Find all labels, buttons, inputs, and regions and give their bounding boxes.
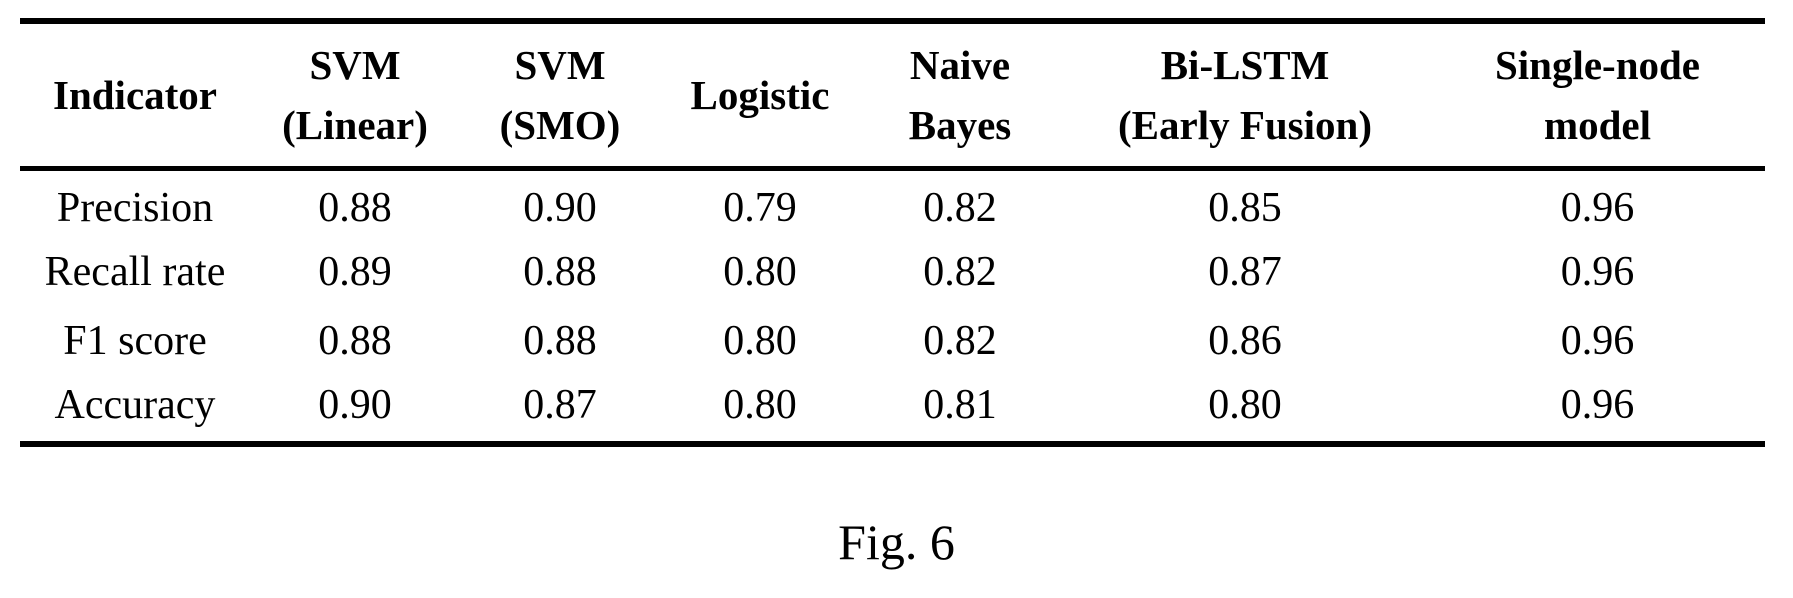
header-naive-bayes-line2: Bayes	[908, 101, 1012, 148]
table-cell: 0.88	[523, 248, 597, 295]
table-cell: 0.81	[923, 382, 997, 428]
header-single-node-line2: model	[1543, 101, 1652, 148]
table-cell: 0.82	[923, 248, 997, 295]
row-label: F1 score	[63, 317, 207, 364]
header-indicator-line1: Indicator	[53, 71, 217, 118]
header-logistic: Logistic	[660, 21, 860, 171]
table-row: Recall rate 0.89 0.88 0.80 0.82 0.87 0.9…	[20, 237, 1765, 306]
table-cell: 0.80	[723, 382, 797, 428]
header-naive-bayes-line1: Naive	[909, 41, 1011, 88]
header-svm-linear: SVM (Linear)	[250, 21, 460, 171]
table-cell: 0.82	[923, 317, 997, 364]
header-svm-smo-line1: SVM	[514, 41, 606, 88]
header-svm-linear-line1: SVM	[309, 41, 401, 88]
header-indicator: Indicator	[20, 21, 250, 171]
table-cell: 0.96	[1560, 317, 1635, 364]
header-logistic-line1: Logistic	[690, 71, 830, 118]
table-cell: 0.80	[1208, 382, 1282, 428]
table-cell: 0.90	[523, 184, 597, 231]
table-cell: 0.80	[723, 317, 797, 364]
row-label: Accuracy	[54, 382, 216, 428]
header-bi-lstm-line2: (Early Fusion)	[1118, 101, 1372, 148]
table-cell: 0.88	[318, 184, 392, 231]
table-cell: 0.88	[523, 317, 597, 364]
header-svm-smo: SVM (SMO)	[460, 21, 660, 171]
figure: Indicator SVM (Linear) SVM (SMO) Logisti…	[20, 18, 1765, 447]
table-cell: 0.79	[723, 184, 797, 231]
header-bi-lstm: Bi-LSTM (Early Fusion)	[1060, 21, 1430, 171]
table-cell: 0.96	[1560, 382, 1635, 428]
table-cell: 0.87	[523, 382, 597, 428]
header-row: Indicator SVM (Linear) SVM (SMO) Logisti…	[20, 21, 1765, 171]
header-single-node-line1: Single-node	[1494, 41, 1701, 88]
table-cell: 0.89	[318, 248, 392, 295]
table-cell: 0.85	[1208, 184, 1282, 231]
results-table: Indicator SVM (Linear) SVM (SMO) Logisti…	[20, 18, 1765, 447]
figure-caption: Fig. 6	[838, 514, 955, 570]
table-header: Indicator SVM (Linear) SVM (SMO) Logisti…	[20, 21, 1765, 171]
table-cell: 0.96	[1560, 184, 1635, 231]
table-row: F1 score 0.88 0.88 0.80 0.82 0.86 0.96	[20, 306, 1765, 375]
table-cell: 0.88	[318, 317, 392, 364]
header-single-node: Single-node model	[1430, 21, 1765, 171]
row-label: Recall rate	[44, 248, 226, 295]
table-cell: 0.90	[318, 382, 392, 428]
header-svm-smo-line2: (SMO)	[499, 101, 621, 148]
table-row: Precision 0.88 0.90 0.79 0.82 0.85 0.96	[20, 168, 1765, 237]
header-svm-linear-line2: (Linear)	[282, 101, 428, 148]
header-naive-bayes: Naive Bayes	[860, 21, 1060, 171]
header-bi-lstm-line1: Bi-LSTM	[1160, 41, 1330, 88]
table-row: Accuracy 0.90 0.87 0.80 0.81 0.80 0.96	[20, 375, 1765, 444]
table-cell: 0.87	[1208, 248, 1282, 295]
table-cell: 0.96	[1560, 248, 1635, 295]
table-cell: 0.80	[723, 248, 797, 295]
table-cell: 0.86	[1208, 317, 1282, 364]
row-label: Precision	[56, 184, 214, 231]
table-body: Precision 0.88 0.90 0.79 0.82 0.85 0.96 …	[20, 168, 1765, 444]
table-cell: 0.82	[923, 184, 997, 231]
